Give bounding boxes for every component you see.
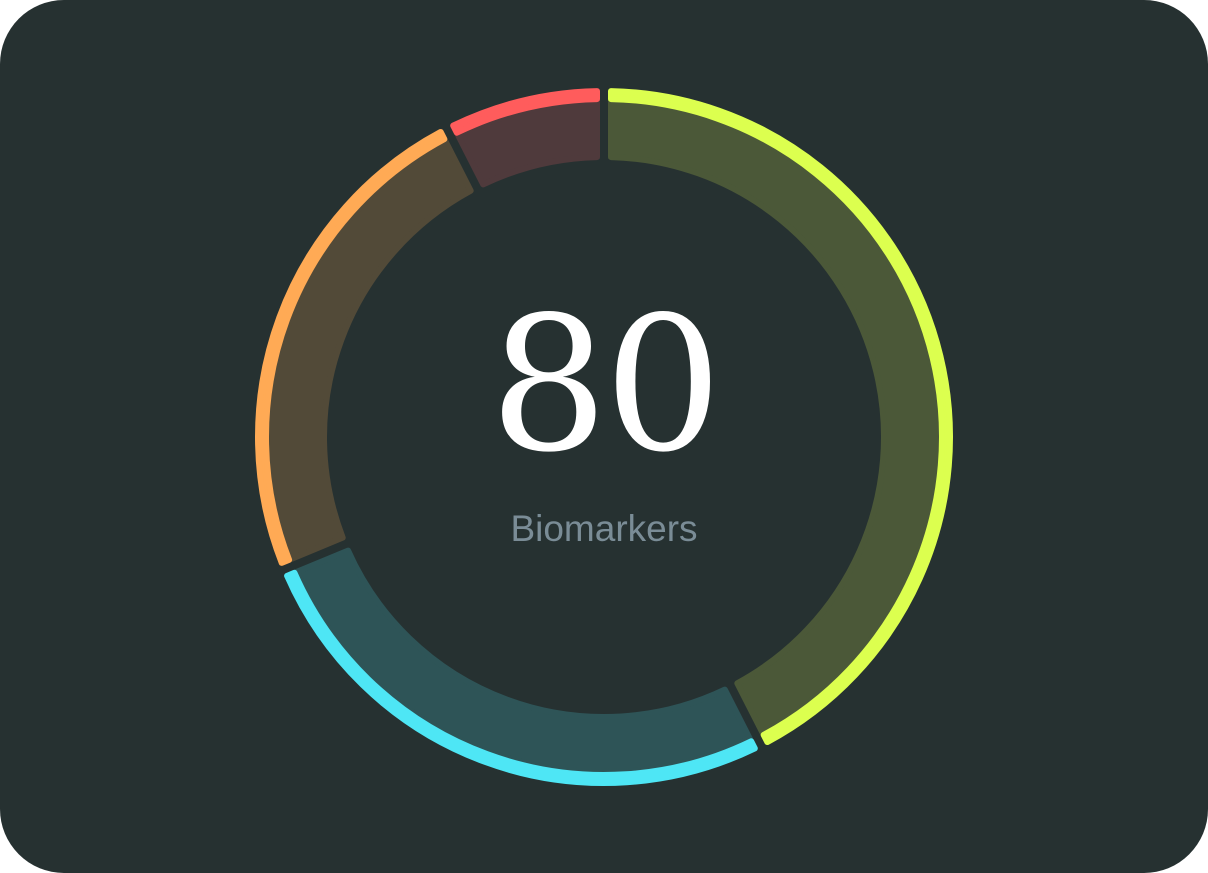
donut-slice-0-fill — [607, 99, 942, 736]
donut-slice-0-ring — [608, 88, 953, 746]
donut-slice-1-ring — [284, 569, 758, 786]
donut-slice-3-ring — [450, 88, 600, 136]
donut-slice-2-fill — [266, 138, 474, 562]
donut-slice-2-ring — [255, 128, 448, 566]
total-value: 80 — [489, 276, 723, 493]
donut-slice-3-fill — [455, 99, 601, 188]
center-caption: Biomarkers — [510, 508, 698, 549]
donut-slice-1-fill — [294, 547, 753, 775]
